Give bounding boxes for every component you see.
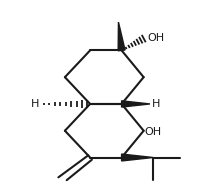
Polygon shape — [122, 101, 150, 107]
Text: H: H — [31, 99, 40, 109]
Polygon shape — [122, 154, 153, 161]
Text: H: H — [152, 99, 160, 109]
Text: OH: OH — [145, 127, 162, 137]
Polygon shape — [118, 22, 125, 51]
Text: OH: OH — [148, 33, 165, 43]
